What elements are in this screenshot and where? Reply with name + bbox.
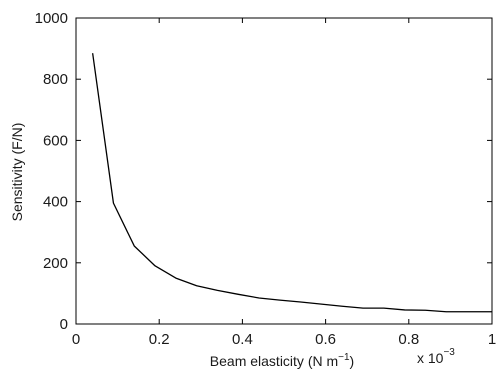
y-tick-label: 0 [60, 316, 68, 333]
y-tick-label: 200 [43, 255, 68, 272]
plot-layer [91, 53, 492, 313]
labels-layer: Beam elasticity (N m−1) Sensitivity (F/N… [9, 123, 455, 369]
x-axis-label: Beam elasticity (N m−1) [210, 352, 354, 369]
x-tick-label: 0.8 [398, 331, 419, 348]
y-tick-label: 800 [43, 71, 68, 88]
y-tick-label: 600 [43, 132, 68, 149]
x-axis-label-superscript: −1 [338, 352, 350, 363]
x-axis-multiplier-exponent: −3 [443, 347, 455, 358]
x-axis-label-suffix: ) [350, 353, 355, 369]
y-axis-label: Sensitivity (F/N) [9, 123, 25, 222]
x-tick-label: 0.2 [149, 331, 170, 348]
y-tick-label: 400 [43, 194, 68, 211]
x-tick-label: 0.6 [315, 331, 336, 348]
axes-layer: 0 0.2 0.4 0.6 0.8 1 0 200 400 600 800 1000 [35, 10, 496, 348]
plot-frame [75, 17, 493, 325]
x-tick-label: 0.4 [232, 331, 253, 348]
y-tick-label: 1000 [35, 10, 68, 27]
x-tick-label: 1 [488, 331, 496, 348]
x-tick-label: 0 [72, 331, 80, 348]
series-line [91, 53, 492, 313]
x-axis-multiplier: x 10−3 [417, 347, 455, 366]
